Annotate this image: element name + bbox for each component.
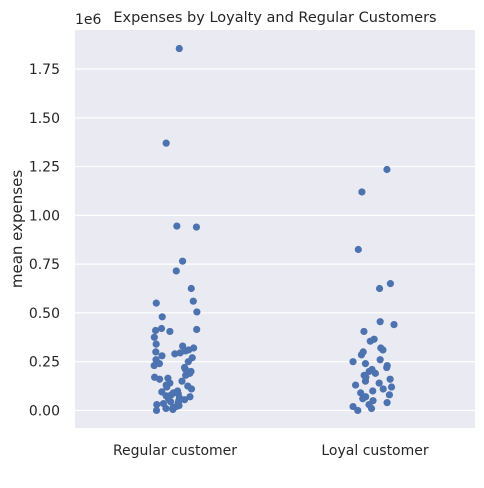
data-point (175, 44, 183, 53)
data-point (360, 327, 368, 336)
data-point (354, 245, 362, 254)
data-point (354, 406, 362, 415)
y-tick-label: 0.25 (29, 355, 60, 371)
data-point (379, 346, 387, 354)
data-point (357, 389, 365, 397)
data-point (186, 393, 194, 401)
y-tick-label: 0.00 (29, 403, 60, 419)
grid-lines (75, 68, 475, 412)
data-points (150, 44, 398, 415)
data-point (150, 333, 158, 341)
data-point (189, 297, 197, 305)
data-point (359, 395, 367, 403)
data-point (157, 324, 166, 333)
data-point (172, 267, 180, 275)
data-point (365, 367, 373, 376)
data-point (169, 405, 177, 414)
data-point (152, 406, 161, 415)
data-point (383, 165, 391, 174)
y-axis-label: mean expenses (8, 170, 26, 288)
data-point (375, 379, 383, 387)
data-point (367, 404, 376, 413)
x-tick-label: Regular customer (113, 443, 237, 459)
data-point (383, 363, 391, 372)
data-point (379, 385, 387, 393)
data-point (166, 398, 175, 406)
data-point (173, 222, 181, 230)
data-point (162, 404, 170, 413)
data-point (162, 139, 170, 147)
data-point (151, 326, 160, 335)
data-point (390, 320, 398, 329)
data-point (180, 396, 189, 404)
data-point (358, 188, 366, 196)
plot-area (75, 30, 475, 428)
x-tick-labels: Regular customer Loyal customer (113, 443, 429, 459)
data-point (376, 356, 384, 364)
chart-title: Expenses by Loyalty and Regular Customer… (113, 10, 436, 26)
data-point (182, 371, 190, 379)
data-point (187, 385, 196, 393)
data-point (150, 361, 158, 370)
data-point (375, 284, 384, 293)
data-point (376, 318, 384, 326)
data-point (184, 358, 192, 366)
data-point (193, 308, 201, 316)
data-point (176, 349, 184, 357)
data-point (349, 358, 357, 366)
y-axis-multiplier: 1e6 (75, 12, 102, 28)
data-point (386, 280, 395, 288)
data-point (152, 348, 160, 356)
data-point (156, 375, 164, 383)
y-tick-label: 1.25 (29, 160, 60, 176)
y-tick-label: 0.75 (29, 257, 60, 273)
data-point (369, 387, 377, 395)
data-point (385, 391, 394, 399)
data-point (152, 299, 160, 307)
data-point (178, 377, 186, 385)
data-point (152, 340, 160, 348)
data-point (386, 375, 394, 383)
data-point (178, 257, 187, 265)
y-tick-labels: 0.00 0.25 0.50 0.75 1.00 1.25 1.50 1.75 (29, 62, 60, 419)
data-point (171, 350, 179, 358)
data-point (351, 381, 360, 389)
y-tick-label: 0.50 (29, 306, 60, 322)
data-point (361, 377, 370, 385)
data-point (182, 347, 190, 355)
data-point (153, 400, 161, 409)
data-point (166, 327, 174, 336)
x-tick-label: Loyal customer (321, 443, 428, 459)
data-point (387, 383, 396, 391)
data-point (193, 325, 201, 334)
data-point (158, 313, 166, 321)
data-point (187, 284, 195, 293)
data-point (163, 383, 171, 391)
data-point (371, 369, 380, 377)
data-point (158, 352, 166, 360)
y-tick-label: 1.00 (29, 208, 60, 224)
y-tick-label: 1.50 (29, 111, 60, 127)
data-point (383, 399, 391, 407)
data-point (366, 337, 374, 345)
data-point (192, 223, 201, 231)
y-tick-label: 1.75 (29, 62, 60, 78)
data-point (361, 360, 370, 368)
data-point (357, 351, 366, 359)
